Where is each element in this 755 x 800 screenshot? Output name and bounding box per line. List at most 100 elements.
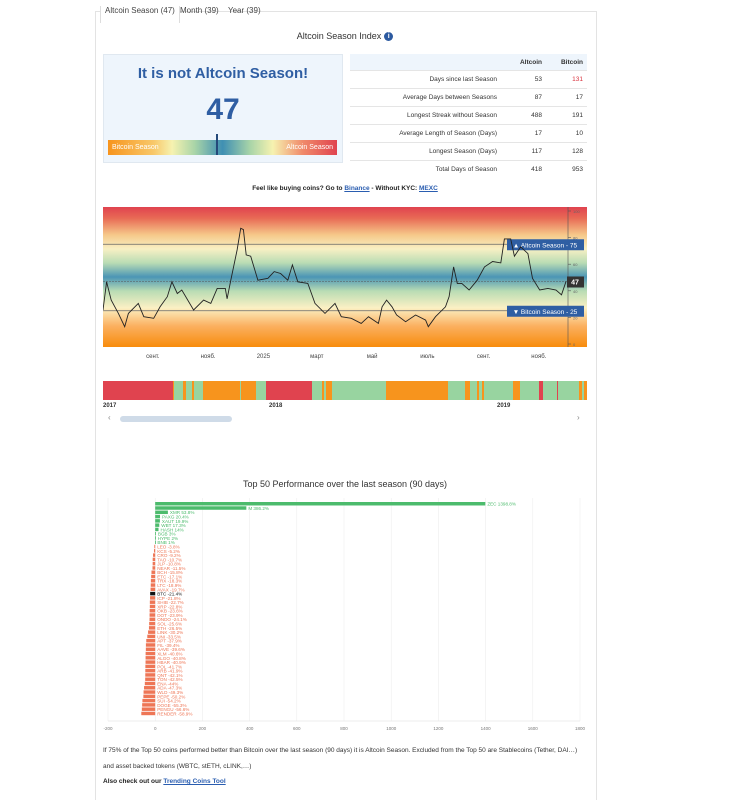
x-tick-label: 800	[340, 726, 348, 731]
bar-label: QNT -42.1%	[157, 673, 182, 678]
bar-label: HBAR -40.9%	[157, 660, 186, 665]
bar-sui	[142, 698, 156, 703]
season-segment-neutral	[194, 381, 203, 400]
table-row: Average Length of Season (Days) 17 10	[350, 124, 587, 143]
x-tick-label: 400	[246, 726, 254, 731]
also-prefix: Also check out our	[103, 778, 164, 785]
season-segment-neutral	[484, 381, 514, 400]
info-icon[interactable]: i	[384, 32, 394, 42]
bar-dot	[149, 613, 156, 617]
bar-label: XRP -22.8%	[157, 604, 182, 609]
season-segment-neutral	[557, 381, 580, 400]
bar-uni	[147, 634, 156, 639]
season-history-strip	[103, 381, 587, 400]
bar-label: DOT -23.9%	[157, 613, 182, 618]
bar-bgb	[155, 531, 156, 536]
timeline-scrollbar[interactable]	[120, 416, 232, 422]
altcoin-value: 53	[501, 70, 546, 89]
bar-render	[141, 711, 156, 716]
scroll-right-icon[interactable]: ›	[577, 413, 580, 422]
table-row: Longest Streak without Season 488 191	[350, 106, 587, 125]
bar-paxg	[155, 514, 161, 519]
bar-label: AVAX -19.7%	[157, 587, 184, 592]
bar-bnb	[155, 540, 156, 544]
current-badge	[567, 276, 584, 288]
bar-ena	[144, 681, 156, 686]
trending-coins-link[interactable]: Trending Coins Tool	[163, 778, 226, 785]
y-tick-label: 100	[573, 209, 580, 214]
mexc-link[interactable]: MEXC	[419, 185, 438, 192]
bitcoin-value: 10	[546, 124, 587, 143]
table-row: Longest Season (Days) 117 128	[350, 142, 587, 161]
season-segment-bitcoin	[477, 381, 480, 400]
chart-title: Top 50 Performance over the last season …	[243, 479, 447, 489]
bar-shib	[149, 600, 156, 604]
bar-label: LTC -18.9%	[157, 583, 181, 588]
bar-doge	[142, 703, 156, 707]
bar-label: ONDO -24.1%	[157, 617, 187, 622]
content-panel: Altcoin Season (47) Month (39) Year (39)	[95, 6, 597, 800]
bar-label: XLM -40.6%	[157, 651, 182, 656]
bar-label: FIL -39.4%	[157, 643, 179, 648]
threshold-badge	[507, 239, 584, 251]
row-label: Days since last Season	[350, 70, 501, 89]
bar-xlm	[145, 651, 156, 656]
x-tick-label: нояб.	[531, 354, 546, 360]
bar-xrp	[149, 604, 156, 609]
bar-trx	[150, 579, 156, 583]
tab-altcoin-season[interactable]: Altcoin Season (47)	[100, 6, 180, 23]
bar-label: WBT 17.3%	[161, 523, 185, 528]
x-tick-label: 1600	[528, 726, 539, 731]
bar-label: TAO -10.7%	[157, 557, 182, 562]
bar-avax	[150, 587, 156, 592]
gauge-marker	[215, 134, 218, 155]
altcoin-value: 87	[501, 88, 546, 107]
bar-label: POL -41.7%	[157, 664, 182, 669]
bar-label: ZEC 1398.8%	[487, 502, 516, 507]
bar-hype	[155, 536, 156, 540]
bar-near	[152, 566, 156, 570]
bitcoin-value: 131	[546, 70, 587, 89]
altcoin-value: 17	[501, 124, 546, 143]
bar-label: WLD -49.3%	[157, 690, 183, 695]
season-segment-bitcoin	[183, 381, 187, 400]
bar-okb	[149, 609, 156, 613]
x-tick-label: 0	[154, 726, 157, 731]
bar-wld	[143, 690, 156, 694]
altcoin-value: 117	[501, 142, 546, 161]
scroll-left-icon[interactable]: ‹	[108, 413, 111, 422]
season-segment-neutral	[331, 381, 387, 400]
season-segment-neutral	[519, 381, 540, 400]
bar-label: AAVE -39.6%	[157, 647, 185, 652]
bar-jlp	[152, 561, 156, 566]
row-label: Average Days between Seasons	[350, 88, 501, 107]
bar-cro	[153, 553, 156, 557]
chart-background	[103, 207, 587, 347]
bar-link	[148, 630, 156, 634]
binance-link[interactable]: Binance	[344, 185, 370, 192]
row-label: Longest Season (Days)	[350, 142, 501, 161]
bar-zec	[155, 502, 486, 506]
season-segment-neutral	[256, 381, 266, 400]
season-segment-bitcoin	[464, 381, 470, 400]
tab-month[interactable]: Month (39)	[180, 6, 219, 15]
season-segment-neutral	[479, 381, 483, 400]
bar-label: JLP -10.8%	[157, 562, 181, 567]
threshold-label: ▲ Altcoin Season - 75	[513, 242, 578, 249]
y-tick-label: 80	[573, 236, 578, 241]
bar-label: APT -37.9%	[157, 639, 182, 644]
bar-wbt	[155, 523, 160, 527]
x-tick-label: март	[310, 354, 324, 360]
page-title: Altcoin Season Index i	[95, 31, 595, 42]
bar-label: SOL -25.6%	[157, 622, 182, 627]
season-segment-bitcoin	[202, 381, 240, 400]
year-label: 2019	[497, 403, 511, 409]
bar-fil	[145, 643, 156, 647]
x-tick-label: 600	[293, 726, 301, 731]
tab-year[interactable]: Year (39)	[228, 6, 261, 15]
bar-label: HASH 14%	[161, 527, 184, 532]
season-segment-neutral	[448, 381, 465, 400]
season-segment-bitcoin	[325, 381, 332, 400]
explanation-text: If 75% of the Top 50 coins performed bet…	[103, 747, 578, 770]
bar-label: LINK -30.2%	[157, 630, 183, 635]
